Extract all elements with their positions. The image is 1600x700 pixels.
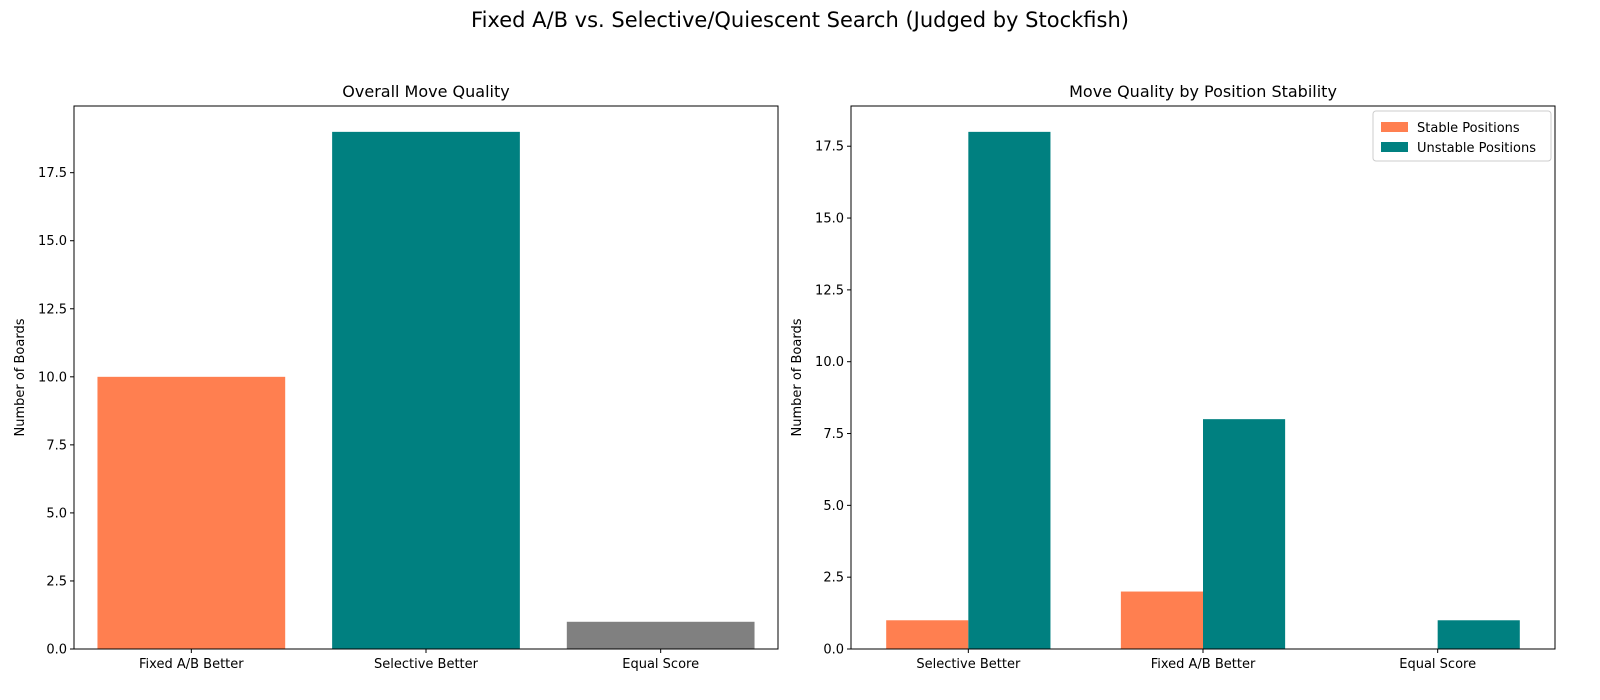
- chart2-xtick-label: Fixed A/B Better: [1151, 657, 1256, 672]
- chart2-bar-stable-positions-1: [886, 620, 969, 649]
- chart1-title: Overall Move Quality: [342, 82, 509, 101]
- chart2-legend-swatch: [1381, 142, 1408, 152]
- chart2-legend-swatch: [1381, 122, 1408, 132]
- chart1-ytick-label: 10.0: [38, 370, 67, 385]
- chart2-ytick-label: 2.5: [823, 571, 844, 586]
- chart2-ytick-label: 10.0: [815, 355, 844, 370]
- chart1-bar-1: [97, 376, 286, 649]
- chart2-ytick-label: 12.5: [815, 283, 844, 298]
- chart2-xtick-label: Selective Better: [916, 657, 1021, 672]
- chart1-xtick-label: Equal Score: [622, 657, 699, 672]
- chart2-ytick-label: 7.5: [823, 427, 844, 442]
- chart1-bar-3: [566, 621, 755, 649]
- chart1-ytick-label: 15.0: [38, 234, 67, 249]
- chart2-ytick-label: 0.0: [823, 643, 844, 658]
- chart2-legend-label: Stable Positions: [1417, 121, 1520, 136]
- chart1-bar-2: [332, 131, 520, 649]
- chart2-title: Move Quality by Position Stability: [1069, 82, 1337, 101]
- chart1-ytick-label: 2.5: [46, 574, 67, 589]
- chart1-ytick-label: 0.0: [46, 643, 67, 658]
- chart2-ylabel: Number of Boards: [790, 318, 805, 436]
- chart2-bar-unstable-positions-3: [1437, 620, 1520, 649]
- chart1-ytick-label: 12.5: [38, 302, 67, 317]
- chart1-ylabel: Number of Boards: [13, 318, 28, 436]
- chart1-ytick-label: 17.5: [38, 166, 67, 181]
- chart2-ytick-label: 17.5: [815, 140, 844, 155]
- chart2-xtick-label: Equal Score: [1399, 657, 1476, 672]
- chart2-bar-stable-positions-2: [1120, 591, 1203, 649]
- chart2-bar-unstable-positions-1: [968, 131, 1051, 649]
- chart2-legend-label: Unstable Positions: [1417, 141, 1536, 156]
- chart2-ytick-label: 5.0: [823, 499, 844, 514]
- chart2-bar-unstable-positions-2: [1203, 419, 1286, 649]
- chart1-ytick-label: 5.0: [46, 506, 67, 521]
- chart1-ytick-label: 7.5: [46, 438, 67, 453]
- figure-title: Fixed A/B vs. Selective/Quiescent Search…: [471, 8, 1129, 32]
- chart2-legend-box: [1372, 110, 1552, 162]
- chart1-xtick-label: Fixed A/B Better: [139, 657, 244, 672]
- chart2-ytick-label: 15.0: [815, 212, 844, 227]
- chart1-xtick-label: Selective Better: [374, 657, 479, 672]
